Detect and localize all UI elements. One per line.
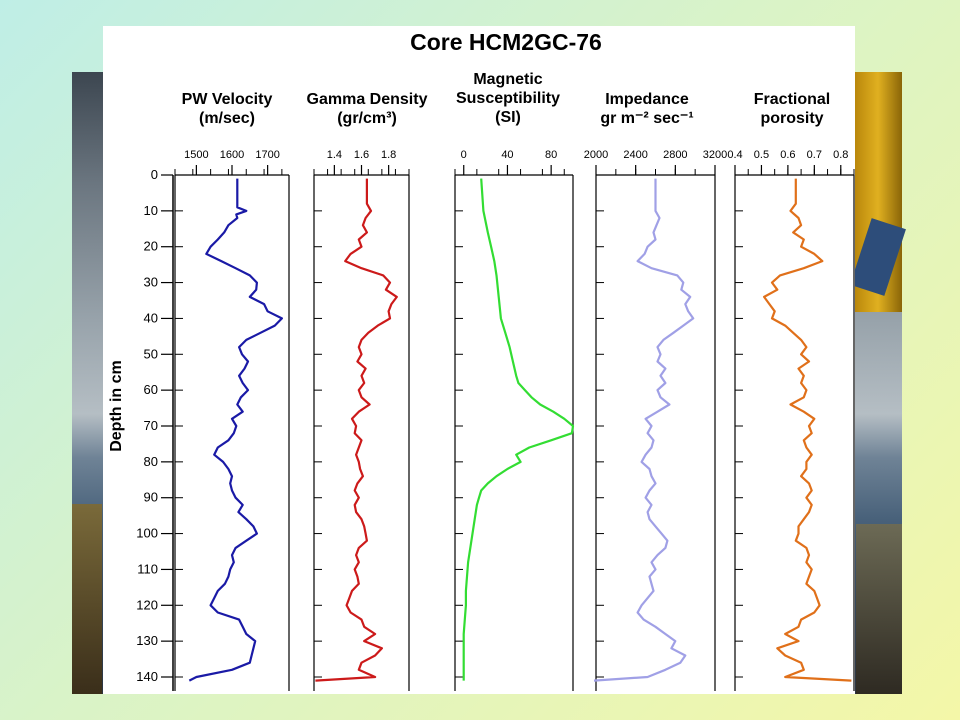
x-tick-label: 2800 (663, 149, 687, 161)
depth-tick-label: 30 (144, 275, 158, 290)
core-log-chart: Core HCM2GC-76 Depth in cm 0 10 20 30 40 50 60… (108, 29, 855, 691)
x-tick-label: 80 (545, 149, 557, 161)
depth-tick-label: 60 (144, 382, 158, 397)
panel-fractional_porosity: Fractional porosity 0.4 0.5 0.6 0.7 0.8 (727, 91, 855, 691)
chart-panel: Core HCM2GC-76 Depth in cm 0 10 20 30 40 50 60… (103, 26, 855, 694)
series-line-gamma_density (315, 178, 398, 682)
panel-pw_velocity: PW Velocity (m/sec) 1500 1600 1700 (174, 91, 290, 691)
panel-title-impedance-line1: Impedance (605, 91, 689, 108)
depth-tick-label: 130 (136, 633, 158, 648)
depth-tick-label: 140 (136, 669, 158, 684)
panel-title-magnetic_susceptibility-line3: (SI) (495, 109, 521, 126)
x-tick-label: 1.6 (354, 149, 369, 161)
chart-title: Core HCM2GC-76 (410, 29, 602, 55)
x-tick-label: 1.4 (327, 149, 342, 161)
x-tick-label: 2000 (584, 149, 608, 161)
x-tick-label: 1700 (255, 149, 279, 161)
depth-tick-label: 50 (144, 346, 158, 361)
y-axis-label: Depth in cm (108, 360, 125, 452)
panel-magnetic_susceptibility: Magnetic Susceptibility (SI) 0 40 80 (454, 71, 575, 691)
deck-rail-left (72, 504, 102, 694)
panel-title-magnetic_susceptibility-line2: Susceptibility (456, 90, 560, 107)
x-tick-label: 0.4 (727, 149, 742, 161)
x-tick-label: 0.8 (833, 149, 848, 161)
x-tick-label: 2400 (623, 149, 647, 161)
depth-tick-label: 80 (144, 454, 158, 469)
depth-tick-label: 70 (144, 418, 158, 433)
depth-tick-label: 120 (136, 597, 158, 612)
x-tick-label: 0.5 (754, 149, 769, 161)
depth-tick-label: 10 (144, 203, 158, 218)
series-line-impedance (593, 178, 695, 682)
depth-tick-label: 100 (136, 526, 158, 541)
panel-title-impedance-line2: gr m⁻² sec⁻¹ (600, 110, 693, 127)
series-line-fractional_porosity (762, 178, 852, 682)
x-tick-label: 1.8 (381, 149, 396, 161)
panel-title-fractional_porosity-line2: porosity (760, 110, 823, 127)
series-line-magnetic_susceptibility (462, 178, 575, 681)
panel-title-pw_velocity-line1: PW Velocity (182, 91, 273, 108)
depth-tick-label: 110 (137, 561, 158, 576)
panel-title-fractional_porosity-line1: Fractional (754, 91, 830, 108)
deck-rail-right (856, 524, 902, 694)
depth-tick-label: 0 (151, 167, 158, 182)
panel-gamma_density: Gamma Density (gr/cm³) 1.4 1.6 1.8 (307, 91, 428, 691)
panel-impedance: Impedance gr m⁻² sec⁻¹ 2000 2400 2800 3200 (584, 91, 727, 691)
panel-title-gamma_density-line2: (gr/cm³) (337, 110, 397, 127)
x-tick-label: 1600 (220, 149, 244, 161)
depth-tick-label: 40 (144, 310, 158, 325)
panel-title-magnetic_susceptibility-line1: Magnetic (473, 71, 542, 88)
log-panels: PW Velocity (m/sec) 1500 1600 1700 Gamma Dens… (174, 71, 855, 691)
panel-title-pw_velocity-line2: (m/sec) (199, 110, 255, 127)
panel-title-gamma_density-line1: Gamma Density (307, 91, 428, 108)
x-tick-label: 1500 (184, 149, 208, 161)
x-tick-label: 0.6 (780, 149, 795, 161)
x-tick-label: 3200 (703, 149, 727, 161)
x-tick-label: 0 (461, 149, 467, 161)
depth-tick-label: 90 (144, 490, 158, 505)
x-tick-label: 0.7 (807, 149, 822, 161)
depth-tick-label: 20 (144, 239, 158, 254)
series-line-pw_velocity (188, 178, 283, 682)
x-tick-label: 40 (501, 149, 513, 161)
depth-axis: 0 10 20 30 40 50 60 70 80 90 100 110 120 130 140 (136, 167, 174, 691)
